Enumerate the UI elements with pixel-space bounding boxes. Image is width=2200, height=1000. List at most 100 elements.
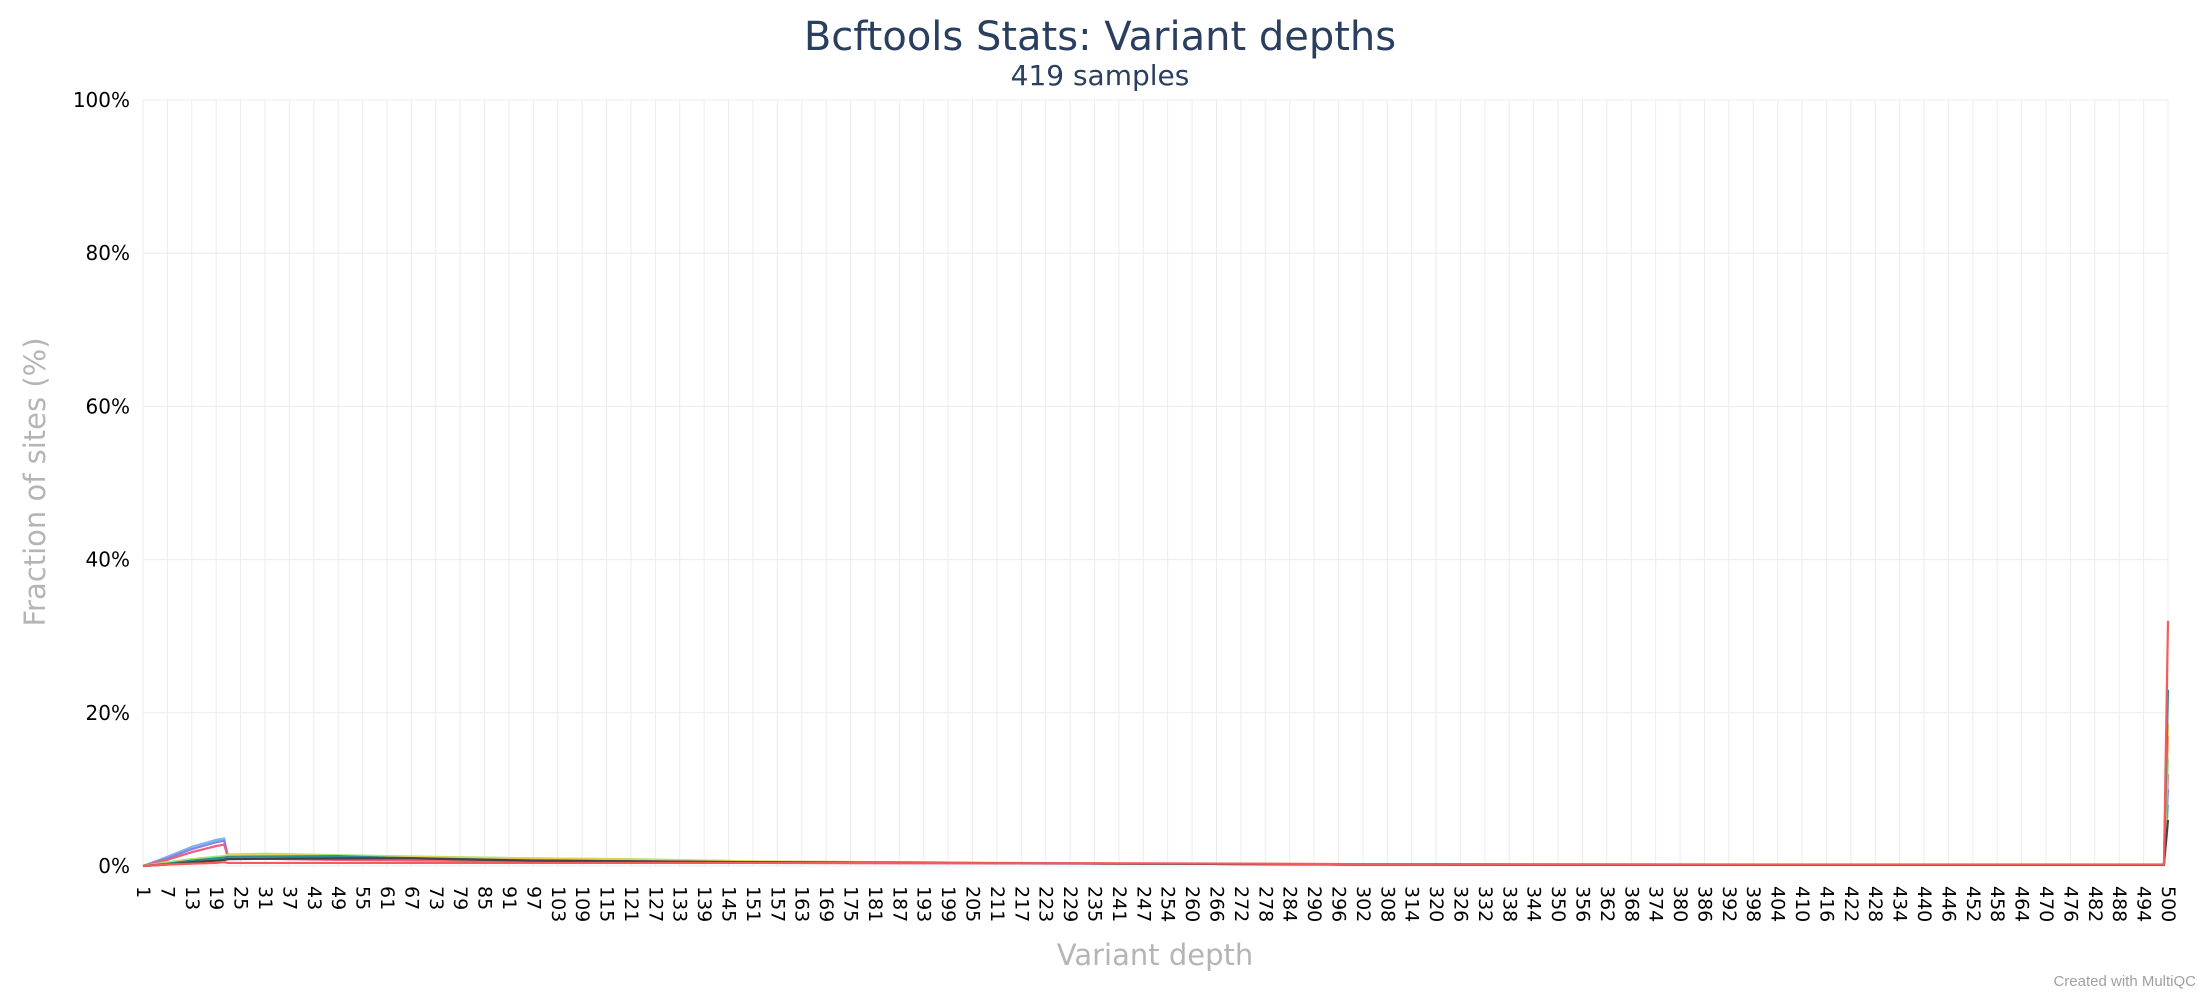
x-tick-label: 217 xyxy=(1010,886,1032,922)
x-tick-label: 332 xyxy=(1474,886,1496,922)
x-tick-label: 284 xyxy=(1279,886,1301,922)
x-tick-label: 422 xyxy=(1840,886,1862,922)
x-tick-label: 25 xyxy=(230,886,252,910)
series-line xyxy=(142,774,2170,868)
x-tick-label: 488 xyxy=(2108,886,2130,922)
x-tick-label: 235 xyxy=(1084,886,1106,922)
series-lines xyxy=(142,620,2170,868)
x-tick-label: 410 xyxy=(1791,886,1813,922)
x-tick-label: 61 xyxy=(376,886,398,910)
x-tick-label: 398 xyxy=(1742,886,1764,922)
grid xyxy=(142,99,2169,867)
x-tick-label: 470 xyxy=(2035,886,2057,922)
x-tick-label: 139 xyxy=(693,886,715,922)
x-tick-label: 199 xyxy=(937,886,959,922)
x-tick-label: 181 xyxy=(864,886,886,922)
x-tick-label: 374 xyxy=(1645,886,1667,922)
x-tick-label: 320 xyxy=(1425,886,1447,922)
x-tick-label: 416 xyxy=(1815,886,1837,922)
x-tick-label: 241 xyxy=(1108,886,1130,922)
x-tick-label: 175 xyxy=(840,886,862,922)
x-tick-label: 43 xyxy=(303,886,325,910)
x-tick-label: 97 xyxy=(522,886,544,910)
x-axis-title: Variant depth xyxy=(1057,938,1254,972)
x-tick-label: 302 xyxy=(1352,886,1374,922)
x-tick-label: 193 xyxy=(913,886,935,922)
credit-text: Created with MultiQC xyxy=(2053,973,2196,990)
x-tick-label: 73 xyxy=(425,886,447,910)
x-tick-label: 260 xyxy=(1181,886,1203,922)
x-tick-label: 392 xyxy=(1718,886,1740,922)
y-axis-ticks: 0% 20% 40% 60% 80% 100% xyxy=(73,88,130,878)
x-tick-label: 464 xyxy=(2011,886,2033,922)
y-tick-label: 20% xyxy=(86,701,130,725)
x-tick-label: 350 xyxy=(1547,886,1569,922)
x-tick-label: 434 xyxy=(1889,886,1911,922)
x-tick-label: 7 xyxy=(156,886,178,898)
y-tick-label: 40% xyxy=(86,548,130,572)
x-tick-label: 308 xyxy=(1376,886,1398,922)
series-line xyxy=(142,689,2170,868)
x-tick-label: 428 xyxy=(1864,886,1886,922)
x-tick-label: 121 xyxy=(620,886,642,922)
x-tick-label: 91 xyxy=(498,886,520,910)
y-tick-label: 100% xyxy=(73,88,130,112)
x-tick-label: 37 xyxy=(278,886,300,910)
x-tick-label: 296 xyxy=(1327,886,1349,922)
x-axis-ticks: 1 7 13 19 25 31 37 43 49 55 61 67 73 79 85 91 97 103 109 11… xyxy=(132,886,2179,922)
x-tick-label: 109 xyxy=(571,886,593,922)
x-tick-label: 229 xyxy=(1059,886,1081,922)
series-line xyxy=(142,819,2170,868)
x-tick-label: 211 xyxy=(986,886,1008,922)
x-tick-label: 247 xyxy=(1132,886,1154,922)
x-tick-label: 67 xyxy=(400,886,422,910)
x-tick-label: 55 xyxy=(352,886,374,910)
chart-subtitle: 419 samples xyxy=(1011,59,1190,92)
x-tick-label: 31 xyxy=(254,886,276,910)
x-tick-label: 314 xyxy=(1401,886,1423,922)
x-tick-label: 368 xyxy=(1620,886,1642,922)
series-line xyxy=(142,758,2170,868)
series-line xyxy=(142,724,2170,868)
x-tick-label: 344 xyxy=(1523,886,1545,922)
x-tick-label: 145 xyxy=(718,886,740,922)
x-tick-label: 169 xyxy=(815,886,837,922)
x-tick-label: 254 xyxy=(1157,886,1179,922)
x-tick-label: 326 xyxy=(1449,886,1471,922)
series-line xyxy=(142,735,2170,868)
x-tick-label: 446 xyxy=(1937,886,1959,922)
x-tick-label: 151 xyxy=(742,886,764,922)
x-tick-label: 205 xyxy=(962,886,984,922)
x-tick-label: 157 xyxy=(766,886,788,922)
x-tick-label: 482 xyxy=(2084,886,2106,922)
x-tick-label: 163 xyxy=(791,886,813,922)
x-tick-label: 85 xyxy=(474,886,496,910)
x-tick-label: 133 xyxy=(669,886,691,922)
x-tick-label: 500 xyxy=(2157,886,2179,922)
x-tick-label: 290 xyxy=(1303,886,1325,922)
x-tick-label: 103 xyxy=(547,886,569,922)
x-tick-label: 380 xyxy=(1669,886,1691,922)
x-tick-label: 452 xyxy=(1962,886,1984,922)
x-tick-label: 115 xyxy=(596,886,618,922)
chart-title: Bcftools Stats: Variant depths xyxy=(804,14,1396,60)
x-tick-label: 127 xyxy=(644,886,666,922)
x-tick-label: 272 xyxy=(1230,886,1252,922)
x-tick-label: 404 xyxy=(1767,886,1789,922)
y-tick-label: 80% xyxy=(86,241,130,265)
x-tick-label: 476 xyxy=(2059,886,2081,922)
x-tick-label: 19 xyxy=(205,886,227,910)
x-tick-label: 356 xyxy=(1571,886,1593,922)
x-tick-label: 386 xyxy=(1693,886,1715,922)
x-tick-label: 278 xyxy=(1254,886,1276,922)
x-tick-label: 49 xyxy=(327,886,349,910)
x-tick-label: 440 xyxy=(1913,886,1935,922)
x-tick-label: 362 xyxy=(1596,886,1618,922)
y-axis-title: Fraction of sites (%) xyxy=(18,337,52,626)
series-line xyxy=(142,789,2170,868)
x-tick-label: 187 xyxy=(888,886,910,922)
x-tick-label: 494 xyxy=(2133,886,2155,922)
series-line xyxy=(142,620,2170,868)
x-tick-label: 79 xyxy=(449,886,471,910)
